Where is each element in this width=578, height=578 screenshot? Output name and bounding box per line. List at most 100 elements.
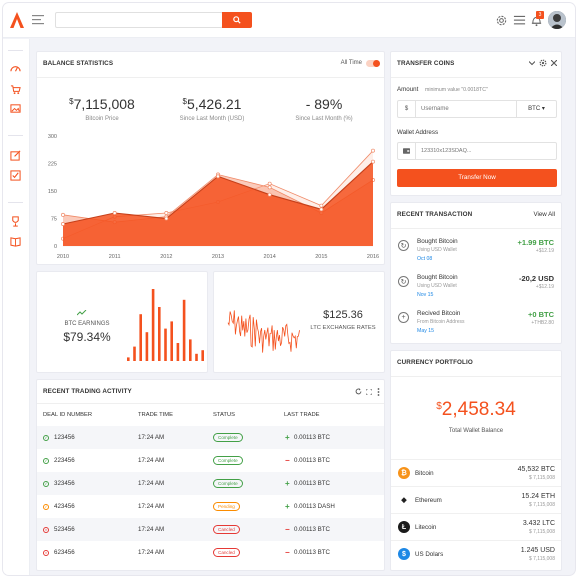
data-point — [267, 192, 272, 197]
trading-card-title: RECENT TRADING ACTIVITY — [43, 388, 132, 395]
col-trade-time: TRADE TIME — [138, 411, 173, 418]
earnings-bar — [182, 299, 186, 361]
wallet-address-input[interactable] — [418, 143, 553, 159]
deal-id: 523456 — [54, 526, 75, 533]
coin-row[interactable]: $ US Dolars 1.245 USD $ 7,115,008 — [391, 540, 561, 567]
menu-icon[interactable] — [32, 15, 44, 25]
col-deal-id: DEAL ID NUMBER — [43, 411, 93, 418]
transaction-item[interactable]: ↻ Bought Bitcoin Using USD Wallet Nov 15 -20… — [391, 271, 561, 307]
btc-earnings-value: $79.34% — [63, 330, 111, 344]
status-badge: Pending — [213, 502, 240, 511]
wallet-icon-box — [398, 143, 416, 159]
x-tick-label: 2015 — [315, 254, 327, 260]
earnings-bar — [176, 343, 180, 361]
earnings-bar — [145, 332, 149, 361]
deal-id: 123456 — [54, 434, 75, 441]
refresh-circle-icon: ↻ — [398, 240, 409, 251]
transaction-item[interactable]: + Recived Bitcoin From Bitcoin Address May … — [391, 307, 561, 343]
usd-icon: $ — [398, 548, 410, 560]
username-input[interactable] — [418, 101, 513, 117]
coin-row[interactable]: ◆ Ethereum 15.24 ETH $ 7,115,008 — [391, 486, 561, 513]
coin-amount: 1.245 USD — [520, 547, 555, 554]
transfer-coins-card: TRANSFER COINS Amount minimum value "0.0… — [390, 51, 562, 196]
y-tick-label: 0 — [54, 244, 57, 250]
close-icon[interactable] — [551, 60, 557, 66]
status-dot-icon: ✓ — [43, 503, 49, 510]
transaction-subtitle: Using USD Wallet — [417, 247, 457, 253]
coin-select[interactable]: BTC ▾ — [516, 101, 556, 117]
x-tick-label: 2011 — [109, 254, 121, 260]
data-point — [61, 212, 65, 217]
cart-icon[interactable] — [10, 84, 21, 95]
coin-name: US Dolars — [415, 551, 444, 558]
x-tick-label: 2013 — [212, 254, 224, 260]
table-row[interactable]: ✓ 123456 17:24 AM Complete +0.00113 BTC — [37, 426, 384, 449]
edit-icon[interactable] — [10, 150, 21, 161]
trade-time: 17:24 AM — [138, 434, 165, 441]
logo-icon[interactable] — [10, 12, 24, 28]
coin-name: Litecoin — [415, 524, 437, 531]
btc-earnings-bars — [127, 289, 204, 361]
since-last-month-usd-label: Since Last Month (USD) — [179, 116, 245, 122]
chevron-down-icon[interactable] — [529, 61, 535, 66]
trade-time: 17:24 AM — [138, 503, 165, 510]
x-tick-label: 2012 — [160, 254, 172, 260]
earnings-bar — [170, 321, 173, 361]
since-last-month-pct-label: Since Last Month (%) — [295, 116, 353, 122]
checkbox-icon[interactable] — [10, 170, 21, 181]
deal-id: 423456 — [54, 503, 75, 510]
coin-row[interactable]: Ł Litecoin 3.432 LTC $ 7,115,008 — [391, 513, 561, 540]
image-icon[interactable] — [10, 103, 21, 114]
search-button[interactable] — [222, 12, 252, 28]
portfolio-card-title: CURRENCY PORTFOLIO — [397, 359, 473, 366]
recent-trading-card: RECENT TRADING ACTIVITY DEAL ID NUMBER T… — [36, 379, 385, 571]
expand-icon[interactable] — [366, 389, 372, 395]
search-icon — [233, 16, 241, 24]
refresh-icon[interactable] — [355, 388, 362, 395]
more-vertical-icon[interactable] — [377, 388, 380, 396]
view-all-link[interactable]: View All — [533, 211, 555, 218]
transaction-usd: +$12.19 — [535, 248, 554, 254]
settings-icon[interactable] — [539, 59, 547, 67]
transfer-now-button[interactable]: Transfer Now — [397, 169, 557, 187]
coin-row[interactable]: ₿ Bitcoin 45,532 BTC $ 7,115,008 — [391, 459, 561, 486]
trade-time: 17:24 AM — [138, 549, 165, 556]
ltc-sparkline-path — [227, 310, 300, 353]
coin-name: Bitcoin — [415, 470, 434, 477]
bitcoin-price-label: Bitcoin Price — [85, 116, 119, 122]
x-tick-label: 2010 — [57, 254, 69, 260]
trade-time: 17:24 AM — [138, 480, 165, 487]
table-row[interactable]: ✓ 323456 17:24 AM Complete +0.00113 BTC — [37, 472, 384, 495]
earnings-bar — [151, 289, 155, 361]
gear-icon[interactable] — [495, 14, 508, 27]
book-icon[interactable] — [10, 236, 21, 247]
avatar[interactable] — [548, 11, 566, 29]
user-avatar-icon — [548, 11, 566, 29]
time-filter-toggle[interactable] — [366, 60, 380, 67]
btc-earnings-title: BTC EARNINGS — [64, 321, 110, 327]
table-row[interactable]: × 623456 17:24 AM Cancled −0.00113 BTC — [37, 541, 384, 564]
trophy-icon[interactable] — [10, 216, 21, 227]
list-icon[interactable] — [513, 14, 526, 27]
earnings-bar — [139, 314, 142, 361]
search-input[interactable] — [55, 12, 223, 28]
transfer-card-title: TRANSFER COINS — [397, 60, 455, 67]
dashboard-icon[interactable] — [10, 63, 21, 74]
table-row[interactable]: ✓ 423456 17:24 AM Pending +0.00113 DASH — [37, 495, 384, 518]
table-row[interactable]: ✓ 223456 17:24 AM Complete −0.00113 BTC — [37, 449, 384, 472]
wallet-address-label: Wallet Address — [397, 129, 439, 136]
data-point — [319, 207, 324, 212]
transaction-amount: +0 BTC — [527, 310, 554, 319]
amount-field: $ BTC ▾ — [397, 100, 557, 118]
coin-usd-value: $ 7,115,008 — [528, 475, 555, 481]
earnings-bar — [133, 346, 136, 361]
deal-id: 623456 — [54, 549, 75, 556]
transaction-item[interactable]: ↻ Bought Bitcoin Using USD Wallet Oct 08 +1.… — [391, 235, 561, 271]
card-divider — [391, 77, 561, 78]
last-trade: 0.00113 BTC — [294, 480, 331, 487]
currency-portfolio-card: CURRENCY PORTFOLIO $2,458.34 Total Walle… — [390, 350, 562, 571]
transaction-card-title: RECENT TRANSACTION — [397, 211, 473, 218]
status-dot-icon: ✓ — [43, 457, 49, 464]
transaction-date: Nov 15 — [417, 292, 434, 298]
table-row[interactable]: × 523456 17:24 AM Cancled −0.00113 BTC — [37, 518, 384, 541]
